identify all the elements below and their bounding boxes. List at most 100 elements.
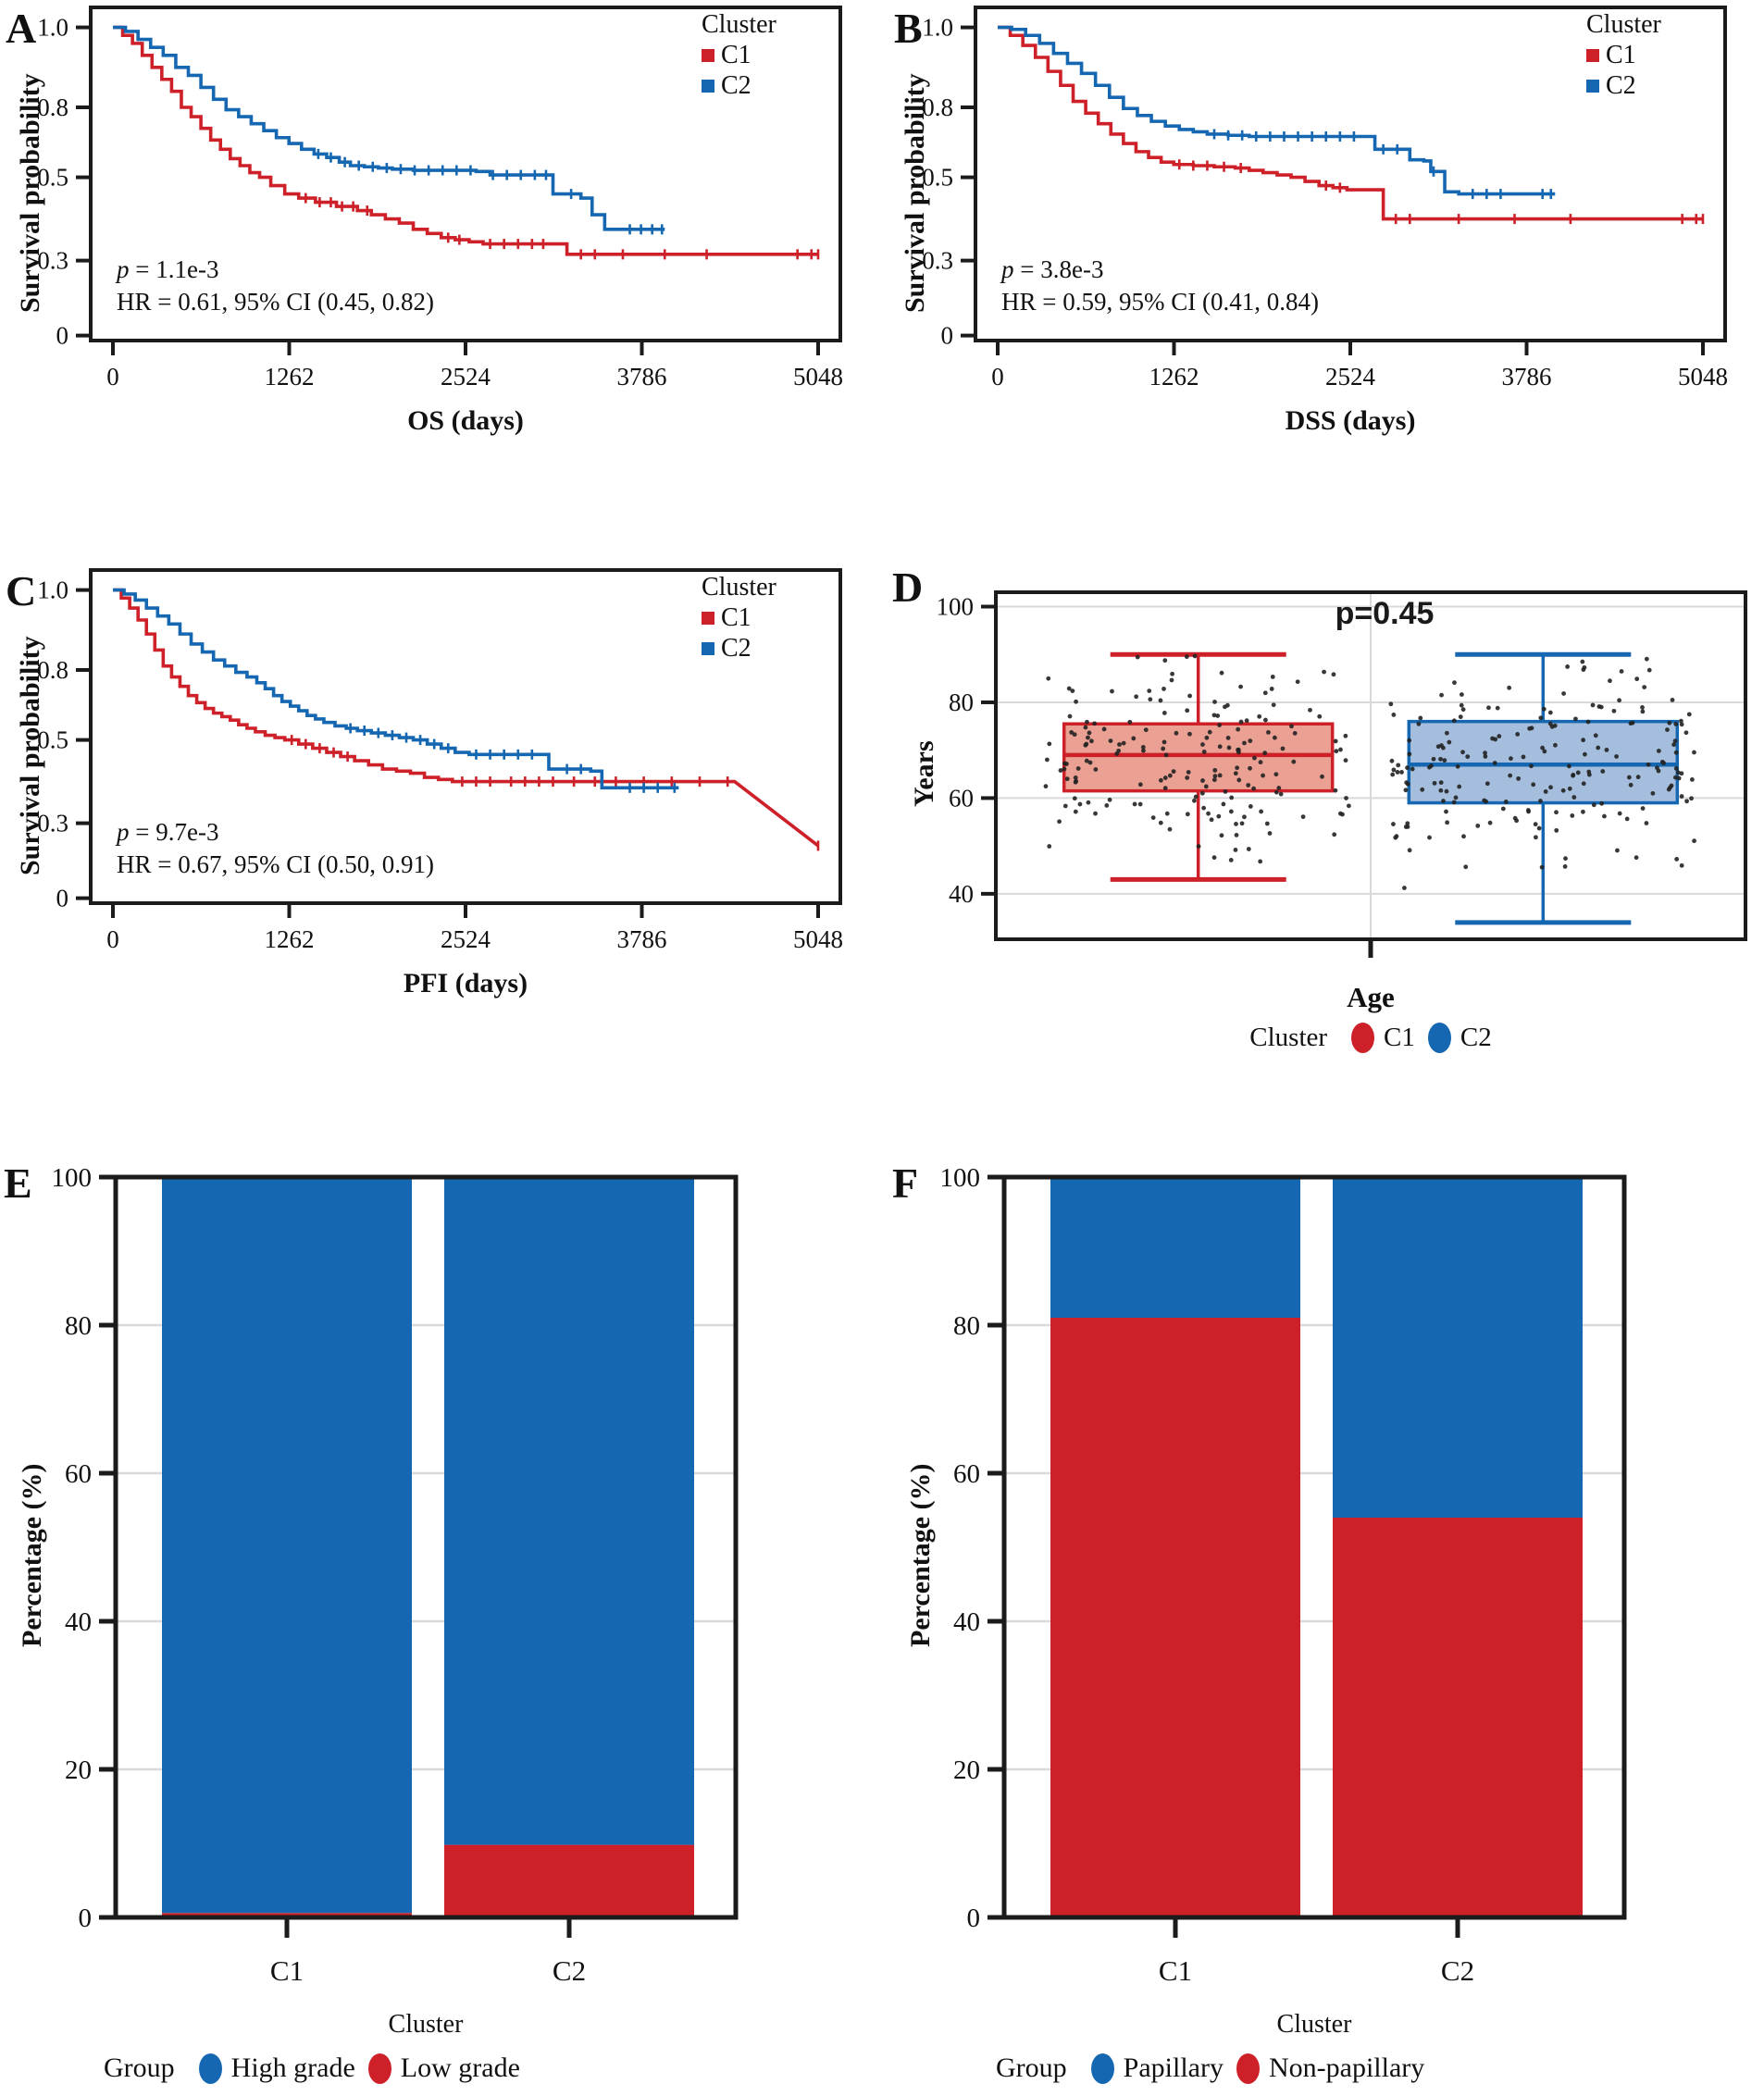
svg-text:0: 0 [79,1904,93,1933]
panel-c-x-axis-label: PFI (days) [403,968,528,998]
svg-text:0: 0 [967,1904,981,1933]
svg-text:5048: 5048 [793,363,843,391]
svg-text:0: 0 [106,925,119,953]
panel-e-y-axis-label: Percentage (%) [17,1463,47,1647]
svg-text:0: 0 [941,322,954,350]
panel-b-x-axis-label: DSS (days) [1285,405,1416,436]
svg-text:0: 0 [991,363,1004,391]
panel-a-y-axis-label: Survival probability [15,73,45,313]
legend-label: C2 [1606,71,1636,100]
svg-text:60: 60 [949,784,974,812]
legend-title: Cluster [1249,1023,1328,1052]
legend-item-c2: C2 [1586,70,1661,101]
svg-text:5048: 5048 [1678,363,1728,391]
panel-c-stats: p = 9.7e-3 HR = 0.67, 95% CI (0.50, 0.91… [117,816,434,881]
panel-d-canvas: 100 80 60 40 [937,590,1747,958]
legend-item-c1: C1 [1586,40,1661,70]
panel-a: 1.0 0.8 0.5 0.3 0 0 1262 2524 3786 5048 A Surviva… [0,0,879,463]
p-value: = 3.8e-3 [1013,255,1104,283]
legend-label: Papillary [1123,2053,1224,2083]
svg-text:C2: C2 [553,1954,586,1987]
legend-label: C1 [721,41,752,69]
legend-title: Cluster [702,573,776,602]
svg-text:60: 60 [65,1459,92,1489]
svg-text:1262: 1262 [265,925,315,953]
legend-label: C1 [1606,41,1636,69]
legend-item-c2: C2 [702,633,776,664]
legend-title: Cluster [702,10,776,39]
legend-title: Group [104,2053,175,2083]
svg-text:20: 20 [65,1755,92,1785]
low-grade-dot-icon [367,2053,391,2084]
panel-c-canvas: 1.0 0.8 0.5 0.3 0 0 1262 2524 3786 5048 [37,568,843,953]
c2-dot-icon [1427,1023,1451,1053]
svg-text:80: 80 [953,1311,980,1341]
panel-b-y-axis-label: Survival probability [900,73,930,313]
svg-text:100: 100 [52,1163,93,1193]
hr-line: HR = 0.59, 95% CI (0.41, 0.84) [1001,288,1319,316]
panel-b-stats: p = 3.8e-3 HR = 0.59, 95% CI (0.41, 0.84… [1001,254,1319,318]
p-value-line: p = 9.7e-3 [117,816,434,849]
panel-e-x-axis-label: Cluster [388,2010,464,2039]
svg-text:1262: 1262 [1149,363,1199,391]
panel-d: 100 80 60 40 D Years p=0.45 Age Cluster C1 … [885,555,1764,1166]
panel-c-y-axis-label: Survival probability [15,636,45,875]
p-symbol: p [117,818,130,846]
c2-swatch-icon [1586,79,1599,93]
panel-a-letter: A [6,5,37,52]
panel-f-letter: F [892,1160,919,1207]
panel-d-x-axis-label: Age [1347,981,1395,1013]
p-value-line: p = 3.8e-3 [1001,254,1319,286]
panel-f-canvas: 100 80 60 40 20 0 C1 C2 [940,1163,1627,1987]
panel-c: 1.0 0.8 0.5 0.3 0 0 1262 2524 3786 5048 C Surviva… [0,563,879,1025]
svg-text:2524: 2524 [441,363,491,391]
svg-text:0.8: 0.8 [922,93,953,121]
svg-text:60: 60 [953,1459,980,1489]
p-value-line: p = 1.1e-3 [117,254,434,286]
panel-b-canvas: 1.0 0.8 0.5 0.3 0 0 1262 2524 3786 5048 [922,6,1728,391]
legend-title: Group [996,2053,1067,2083]
panel-a-canvas: 1.0 0.8 0.5 0.3 0 0 1262 2524 3786 5048 [37,6,843,391]
svg-text:1.0: 1.0 [37,14,68,42]
svg-text:1.0: 1.0 [37,577,68,604]
svg-text:40: 40 [65,1607,92,1637]
p-symbol: p [1001,255,1014,283]
svg-text:100: 100 [937,593,975,621]
c1-swatch-icon [1586,48,1599,62]
panel-d-legend: Cluster C1 C2 [996,1023,1745,1053]
panel-f-y-axis-label: Percentage (%) [905,1463,936,1647]
papillary-dot-icon [1090,2053,1114,2084]
hr-line: HR = 0.61, 95% CI (0.45, 0.82) [117,288,434,316]
p-value: = 9.7e-3 [129,818,219,846]
legend-label: C2 [721,634,752,663]
legend-item-c1: C1 [702,602,776,633]
high-grade-dot-icon [198,2053,222,2084]
legend-item-c1: C1 [702,40,776,70]
legend-item-c1: C1 [1351,1023,1415,1053]
panel-f-legend: Group Papillary Non-papillary [996,2053,1424,2084]
svg-text:0.3: 0.3 [922,247,953,275]
panel-c-letter: C [6,567,37,614]
legend-item-high-grade: High grade [198,2053,355,2084]
panel-f-x-axis-label: Cluster [1276,2010,1352,2039]
svg-text:40: 40 [949,880,974,908]
panel-e-legend: Group High grade Low grade [104,2053,520,2084]
svg-text:0.3: 0.3 [37,247,68,275]
p-symbol: p [117,255,130,283]
svg-text:0.8: 0.8 [37,656,68,684]
svg-text:0.8: 0.8 [37,93,68,121]
legend-label: C2 [721,71,752,100]
legend-item-low-grade: Low grade [367,2053,520,2084]
panel-b: 1.0 0.8 0.5 0.3 0 0 1262 2524 3786 5048 B Surviva… [885,0,1764,463]
legend-label: Low grade [400,2053,520,2083]
svg-text:C2: C2 [1441,1954,1474,1987]
svg-text:0.5: 0.5 [922,164,953,192]
svg-text:1262: 1262 [265,363,315,391]
panel-d-y-axis-label: Years [909,740,939,807]
panel-b-legend: Cluster C1 C2 [1586,9,1661,101]
legend-label: C2 [1460,1023,1492,1052]
svg-text:2524: 2524 [441,925,491,953]
svg-text:2524: 2524 [1325,363,1376,391]
panel-f: 100 80 60 40 20 0 C1 C2 F Percentage (%) Cluste… [885,1157,1764,2096]
